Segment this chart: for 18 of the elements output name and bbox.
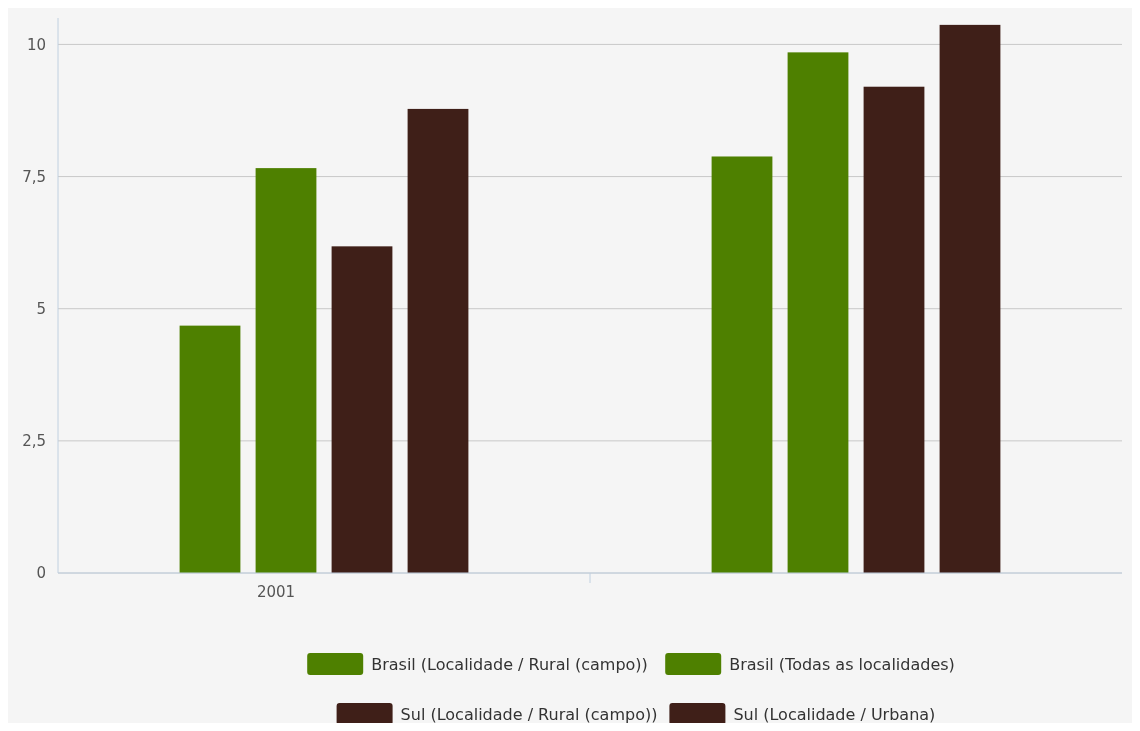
bar xyxy=(711,156,773,573)
bar xyxy=(255,168,317,573)
legend-label: Brasil (Localidade / Rural (campo)) xyxy=(371,654,648,674)
bar xyxy=(331,246,393,573)
y-tick-label: 2,5 xyxy=(22,432,46,451)
y-tick-label: 5 xyxy=(36,299,46,318)
bar xyxy=(179,325,241,573)
legend-label: Brasil (Todas as localidades) xyxy=(729,654,955,674)
legend-label: Sul (Localidade / Urbana) xyxy=(733,704,936,724)
y-tick-label: 10 xyxy=(26,35,46,54)
legend-label: Sul (Localidade / Rural (campo)) xyxy=(400,704,658,724)
bar xyxy=(863,86,925,573)
x-tick-label: 2001 xyxy=(256,583,296,601)
y-tick-label: 7,5 xyxy=(22,167,46,186)
bar xyxy=(939,24,1001,573)
bar xyxy=(787,52,849,573)
y-tick-label: 0 xyxy=(36,564,46,583)
bar xyxy=(407,108,469,573)
